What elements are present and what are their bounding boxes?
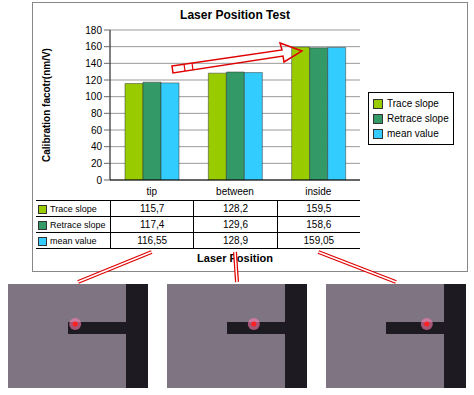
html-text:Laser Position: Laser Position	[197, 252, 273, 264]
svg-text:40: 40	[91, 141, 103, 152]
html-text:129,6: 129,6	[223, 219, 248, 230]
html-text:Trace slope: Trace slope	[50, 204, 97, 214]
svg-text:80: 80	[91, 108, 103, 119]
html-text:Laser Position Test: Laser Position Test	[180, 8, 290, 22]
html-text:116,55: 116,55	[137, 235, 168, 246]
svg-text:0: 0	[96, 175, 102, 186]
html-text:mean value: mean value	[387, 128, 439, 139]
html-text:159,05: 159,05	[303, 235, 335, 246]
html-text:159,5: 159,5	[306, 203, 332, 214]
html-text:128,2: 128,2	[223, 203, 248, 214]
svg-text:60: 60	[91, 125, 103, 136]
svg-text:Calibration facotr(nm/V): Calibration facotr(nm/V)	[41, 48, 52, 162]
html-text:Trace slope: Trace slope	[387, 98, 439, 109]
svg-text:tip: tip	[146, 186, 157, 197]
svg-text:20: 20	[91, 158, 103, 169]
html-text:Retrace slope: Retrace slope	[387, 113, 449, 124]
html-text:158,6: 158,6	[306, 219, 332, 230]
svg-text:100: 100	[85, 91, 102, 102]
svg-text:140: 140	[85, 58, 102, 69]
svg-text:160: 160	[85, 41, 102, 52]
html-text:115,7: 115,7	[140, 203, 165, 214]
svg-text:180: 180	[85, 25, 102, 36]
svg-text:between: between	[216, 186, 254, 197]
svg-text:inside: inside	[305, 186, 332, 197]
svg-text:120: 120	[85, 75, 102, 86]
html-text:Retrace slope: Retrace slope	[50, 220, 106, 230]
html-text:128,9: 128,9	[223, 235, 248, 246]
html-text:117,4: 117,4	[140, 219, 165, 230]
html-text:mean value: mean value	[50, 236, 97, 246]
